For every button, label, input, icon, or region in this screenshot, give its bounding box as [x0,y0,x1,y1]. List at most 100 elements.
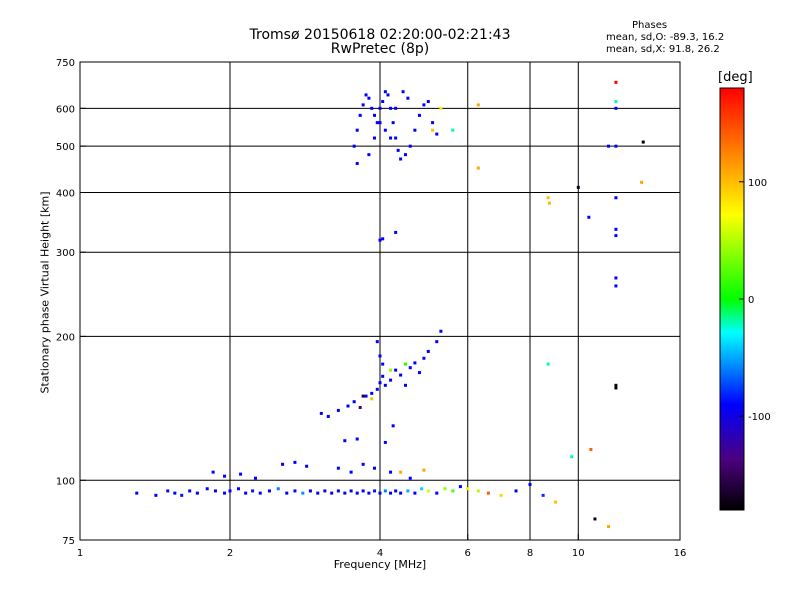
data-point [614,284,618,288]
data-point [408,476,412,480]
data-point [394,368,398,372]
colorbar-tick-label: 0 [748,295,754,306]
data-point [547,201,551,205]
data-point [370,391,374,395]
data-point [358,113,362,117]
data-point [253,476,257,480]
data-point [364,93,368,97]
data-point [435,491,439,495]
data-point [343,491,347,495]
data-point [326,414,330,418]
data-point [251,489,255,493]
data-point [381,374,385,378]
data-point [135,491,139,495]
data-point [426,349,430,353]
data-point [422,103,426,107]
x-tick-label: 4 [377,548,383,559]
data-point [323,489,327,493]
data-point [358,405,362,409]
data-point [281,462,285,466]
data-point [228,489,232,493]
data-point [399,470,403,474]
data-point [293,489,297,493]
data-point [373,113,377,117]
data-point [355,491,359,495]
data-point [367,153,371,157]
data-point [389,378,393,382]
data-point [355,437,359,441]
data-point [399,373,403,377]
data-point [614,100,618,104]
colorbar-tick-label: -100 [748,412,771,423]
data-point [213,489,217,493]
data-point [451,128,455,132]
data-point [383,128,387,132]
data-point [267,489,271,493]
data-point [173,491,177,495]
y-tick-label: 100 [56,476,75,487]
data-point [607,144,611,148]
data-point [336,489,340,493]
data-point [426,100,430,104]
data-point [570,455,574,459]
data-point [370,397,374,401]
data-point [361,394,365,398]
data-point [361,103,365,107]
data-point [406,489,410,493]
data-point [389,106,393,110]
data-point [476,103,480,107]
data-point [367,491,371,495]
data-point [413,361,417,365]
data-point [394,106,398,110]
data-point [352,144,356,148]
data-point [285,491,289,495]
data-point [403,153,407,157]
data-point [195,491,199,495]
data-point [373,489,377,493]
colorbar-label: [deg] [718,70,753,85]
data-point [614,144,618,148]
data-point [394,489,398,493]
data-point [373,466,377,470]
data-point [361,489,365,493]
data-point [364,394,368,398]
data-point [211,470,215,474]
data-point [435,340,439,344]
data-point [466,487,470,491]
data-point [378,121,382,125]
data-point [236,487,240,491]
data-point [361,462,365,466]
data-point [381,100,385,104]
data-point [439,329,443,333]
data-point [614,276,618,280]
data-point [389,491,393,495]
data-point [205,487,209,491]
x-tick-label: 16 [674,548,687,559]
data-point [355,128,359,132]
data-point [383,383,387,387]
data-point [417,371,421,375]
y-tick-label: 75 [62,536,75,547]
colorbar-ticks: 100 0 -100 [739,178,771,423]
data-point [614,80,618,84]
data-point [541,493,545,497]
data-point [399,491,403,495]
x-axis-label: Frequency [MHz] [333,558,427,571]
x-axis-ticks: 1 2 4 6 8 10 16 [77,534,687,559]
data-point [413,128,417,132]
data-points [135,80,645,529]
plot-grid [80,62,680,540]
data-point [587,215,591,219]
data-point [403,383,407,387]
data-point [378,381,382,385]
data-point [394,230,398,234]
data-point [223,491,227,495]
data-point [391,121,395,125]
data-point [420,487,424,491]
data-point [486,491,490,495]
data-point [546,362,550,366]
data-point [426,489,430,493]
data-point [375,340,379,344]
data-point [593,517,597,521]
x-tick-label: 8 [527,548,533,559]
